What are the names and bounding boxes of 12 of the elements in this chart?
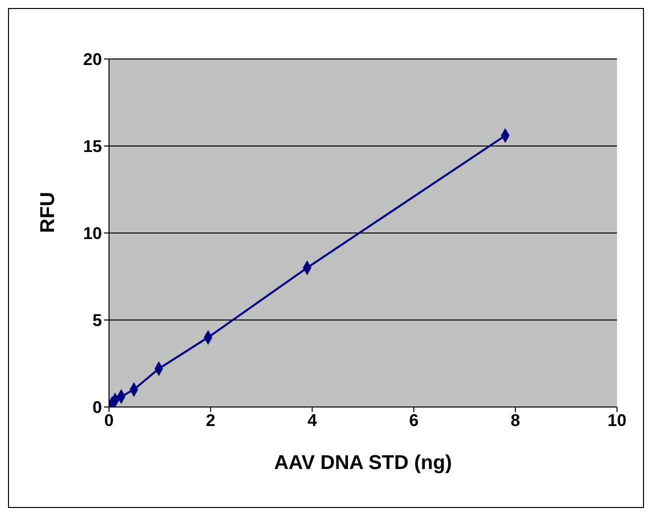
x-tick-label: 10	[608, 411, 626, 430]
y-tick-label: 20	[83, 50, 102, 70]
x-tick-label: 2	[206, 411, 216, 430]
x-axis-title: AAV DNA STD (ng)	[274, 452, 452, 474]
y-tick-label: 15	[83, 137, 102, 156]
x-tick-label: 8	[510, 411, 520, 430]
y-tick-label: 0	[92, 398, 102, 418]
y-tick-label: 5	[92, 311, 102, 330]
y-tick-label: 10	[83, 224, 102, 244]
x-tick-label: 6	[409, 411, 419, 430]
x-tick-label: 4	[307, 411, 318, 430]
y-axis-title: RFU	[37, 192, 60, 233]
